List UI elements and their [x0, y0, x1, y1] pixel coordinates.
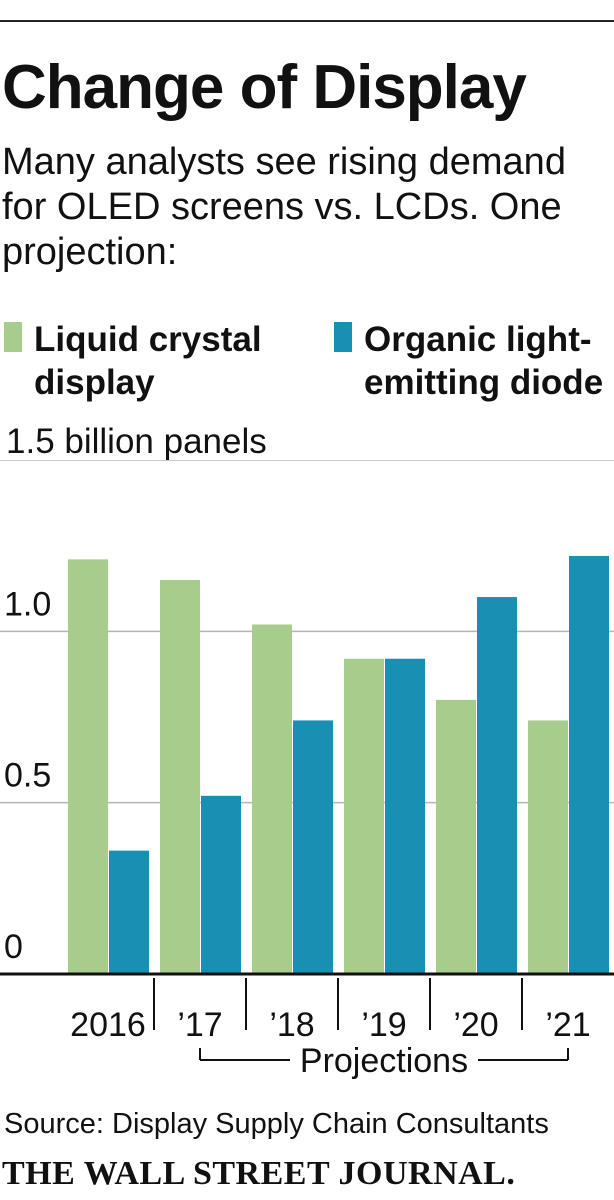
bar-oled	[385, 658, 425, 974]
chart-subtitle: Many analysts see rising demand for OLED…	[2, 141, 566, 273]
bar-oled	[477, 597, 517, 974]
x-tick-label: ’20	[453, 1006, 498, 1044]
legend-item-oled: Organic light- emitting diode	[334, 318, 603, 404]
y-tick-label: 0	[4, 928, 23, 966]
x-tick-label: ’21	[545, 1006, 590, 1044]
y-axis-unit-label: 1.5 billion panels	[6, 422, 267, 461]
bar-lcd	[528, 720, 568, 974]
legend-label-oled-line2: emitting diode	[364, 363, 604, 402]
bar-oled	[569, 555, 609, 974]
legend-label-lcd: Liquid crystal display	[34, 318, 262, 404]
x-tick-label: ’18	[269, 1006, 314, 1044]
y-tick-label: 0.5	[4, 757, 51, 795]
bar-lcd	[160, 579, 200, 974]
x-tick-label: ’19	[361, 1006, 406, 1044]
bar-oled	[293, 720, 333, 974]
legend-label-lcd-line2: display	[34, 363, 155, 402]
y-tick-label: 1.0	[4, 585, 51, 623]
legend-label-oled-line1: Organic light-	[364, 320, 592, 359]
x-tick-label: 2016	[70, 1006, 146, 1044]
wsj-masthead: THE WALL STREET JOURNAL.	[2, 1155, 516, 1192]
legend-label-lcd-line1: Liquid crystal	[34, 320, 262, 359]
bar-lcd	[344, 658, 384, 974]
top-rule	[0, 20, 614, 22]
bar-chart: 0 0.5 1.0 2016 ’17 ’18 ’19 ’20 ’21 Projections	[0, 460, 614, 1080]
legend-swatch-oled	[334, 322, 352, 352]
chart-title: Change of Display	[2, 53, 527, 122]
x-tick-label: ’17	[177, 1006, 222, 1044]
bar-oled	[201, 795, 241, 974]
legend-label-oled: Organic light- emitting diode	[364, 318, 603, 404]
legend-swatch-lcd	[4, 322, 22, 352]
legend-item-lcd: Liquid crystal display	[4, 318, 262, 404]
projections-label: Projections	[300, 1042, 468, 1080]
bar-lcd	[436, 699, 476, 974]
bar-lcd	[252, 624, 292, 974]
source-note: Source: Display Supply Chain Consultants	[4, 1108, 549, 1140]
bar-lcd	[68, 559, 108, 974]
bar-oled	[109, 850, 149, 974]
